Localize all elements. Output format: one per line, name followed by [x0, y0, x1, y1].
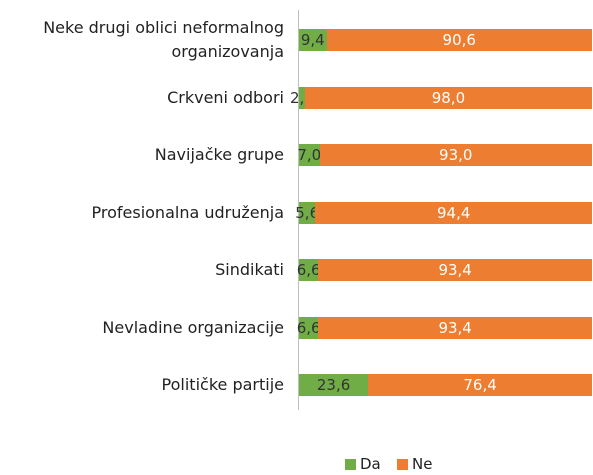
category-label: Crkveni odbori: [167, 87, 284, 107]
value-label: 9,4: [300, 31, 325, 49]
category-label: Neke drugi oblici neformalnog organizova…: [43, 18, 284, 61]
value-label: 6,6: [296, 261, 321, 279]
bar-segment: [299, 374, 369, 396]
value-label: 93,0: [439, 146, 473, 164]
bar-segment: [318, 259, 592, 281]
value-label: 23,6: [316, 376, 351, 394]
category-label: Nevladine organizacije: [102, 317, 284, 337]
value-label: 76,4: [463, 376, 497, 394]
category-label: Navijačke grupe: [154, 145, 284, 164]
bar-segment: [299, 144, 320, 166]
value-label: 98,0: [431, 88, 466, 107]
value-label: 94,4: [436, 203, 471, 222]
legend-item: Ne: [397, 455, 432, 473]
bar-segment: [299, 316, 319, 339]
bar-segment: [299, 29, 327, 51]
bar-segment: [326, 29, 592, 51]
value-label: 90,6: [442, 31, 476, 49]
bar-segment: [304, 86, 592, 109]
legend-label: Da: [360, 455, 381, 473]
bar-segment: [299, 201, 316, 224]
category-label: Profesionalna udruženja: [91, 202, 285, 222]
value-label: 5,6: [295, 203, 320, 222]
legend-item: Da: [345, 455, 381, 473]
bar-segment: [315, 201, 592, 224]
bar-segment: [299, 259, 319, 281]
value-label: 93,4: [438, 261, 472, 279]
legend-swatch: [345, 458, 356, 470]
value-label: 7,0: [297, 146, 322, 164]
bar-segment: [368, 374, 592, 396]
value-label: 93,4: [438, 318, 472, 337]
bar-segment: [318, 316, 592, 339]
legend-label: Ne: [412, 455, 433, 473]
category-label: Sindikati: [215, 260, 284, 279]
value-label: 6,6: [296, 318, 321, 337]
legend-swatch: [397, 458, 408, 470]
category-label: Političke partije: [161, 375, 284, 394]
bar-segment: [319, 144, 592, 166]
axis-line: [298, 10, 299, 410]
bar-segment: [299, 86, 305, 109]
